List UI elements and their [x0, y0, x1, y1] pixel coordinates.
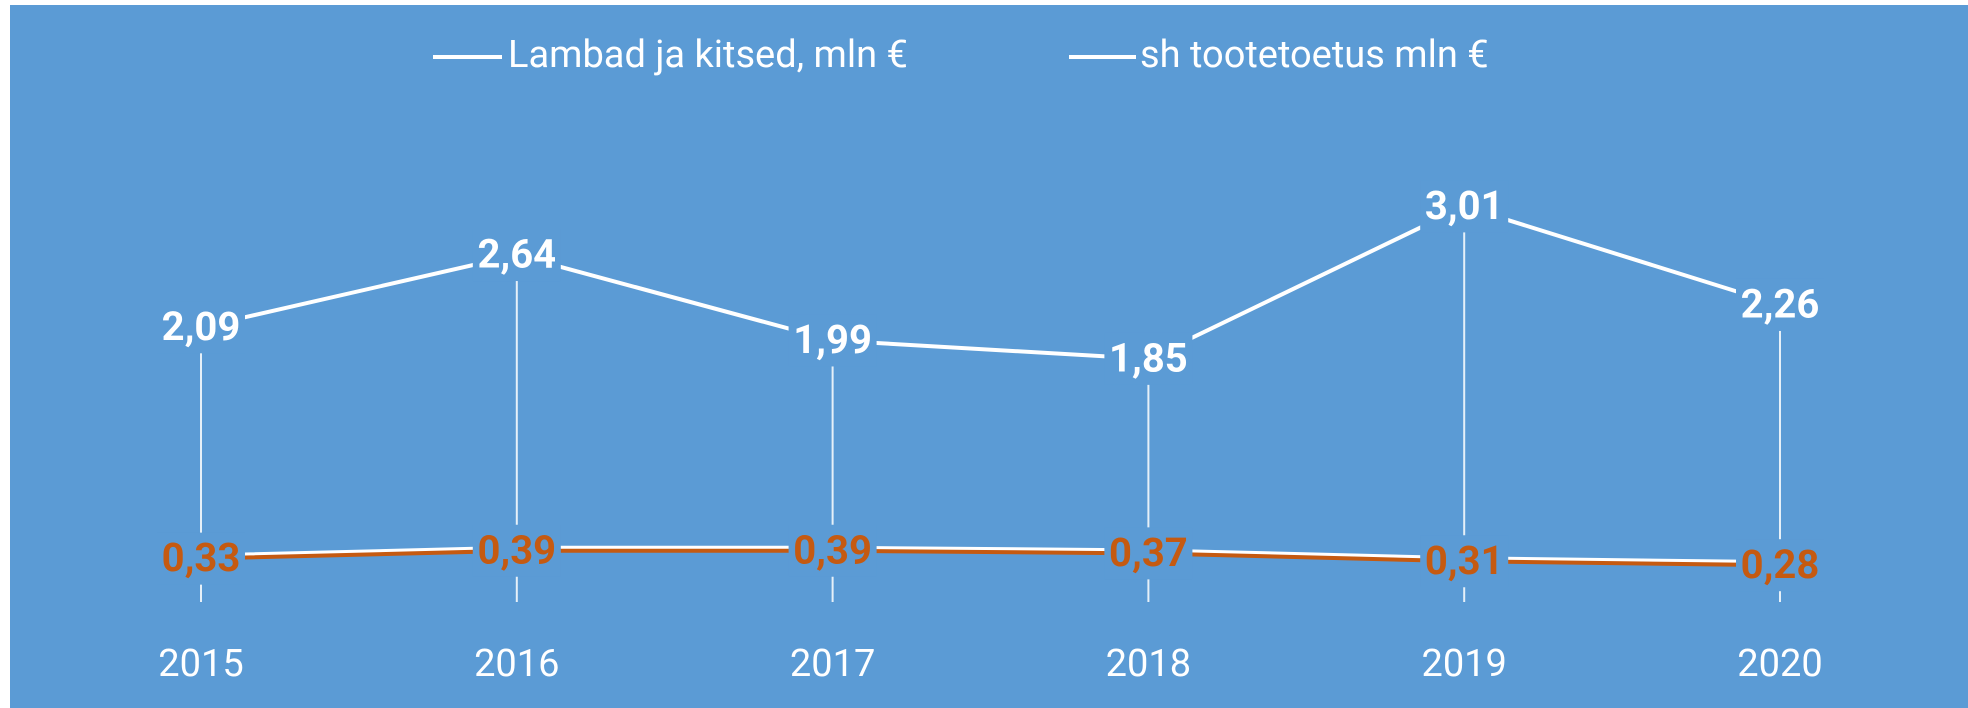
- data-label: 0,39: [793, 526, 872, 573]
- data-label: 3,01: [1425, 182, 1504, 229]
- label-background: [472, 229, 561, 282]
- x-tick-label: 2020: [1737, 642, 1822, 686]
- data-label: 0,37: [1109, 529, 1188, 576]
- label-background: [1420, 180, 1509, 233]
- data-label: 2,09: [162, 303, 241, 350]
- label-background: [1104, 527, 1193, 580]
- label-background: [1736, 539, 1824, 592]
- chart-background: [10, 5, 1968, 708]
- x-tick-label: 2019: [1421, 642, 1506, 686]
- x-tick-label: 2016: [474, 642, 559, 686]
- data-label: 0,33: [162, 534, 241, 581]
- data-label: 2,64: [477, 231, 556, 278]
- data-label: 1,85: [1109, 334, 1188, 381]
- label-background: [1104, 332, 1193, 385]
- data-label: 0,28: [1741, 541, 1820, 588]
- label-background: [472, 524, 561, 577]
- x-tick-label: 2018: [1106, 642, 1191, 686]
- data-label: 1,99: [793, 316, 872, 363]
- line-highlight: [200, 545, 1781, 565]
- legend-label: sh tootetoetus mln €: [1140, 33, 1489, 77]
- label-background: [1736, 278, 1824, 331]
- x-tick-label: 2015: [158, 642, 243, 686]
- label-background: [1420, 535, 1509, 588]
- label-background: [788, 524, 877, 577]
- data-label: 2,26: [1741, 281, 1820, 328]
- series-line: [200, 204, 1781, 361]
- label-background: [157, 301, 245, 354]
- legend-label: Lambad ja kitsed, mln €: [508, 33, 908, 77]
- data-label: 0,31: [1425, 537, 1504, 584]
- x-tick-label: 2017: [790, 642, 875, 686]
- series-line: [200, 548, 1781, 568]
- label-background: [157, 532, 245, 585]
- label-background: [788, 314, 877, 367]
- data-label: 0,39: [477, 526, 556, 573]
